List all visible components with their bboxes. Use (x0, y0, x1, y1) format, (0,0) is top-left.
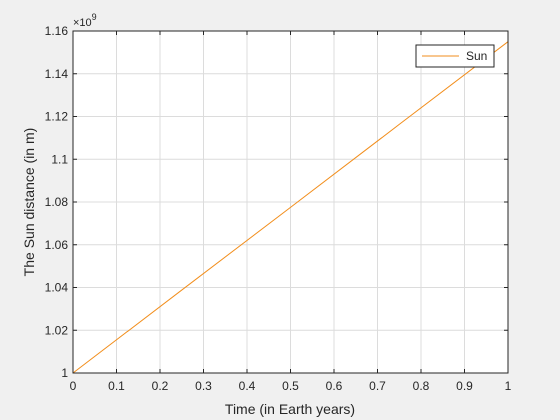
series-line-sun (72, 41, 509, 374)
ticks: 0 0.1 0.2 0.3 0.4 0.5 0.6 0.7 0.8 0.9 1 1 1.02 1.04 1.… (45, 24, 512, 393)
x-tick-label: 0.1 (108, 379, 125, 393)
y-tick-label: 1.1 (51, 152, 68, 166)
x-tick-label: 1 (505, 379, 512, 393)
x-tick-label: 0.4 (239, 379, 256, 393)
x-tick-label: 0.2 (152, 379, 169, 393)
series-layer (72, 41, 509, 374)
y-tick-label: 1 (61, 366, 68, 380)
x-axis-label: Time (in Earth years) (225, 401, 355, 417)
y-tick-label: 1.12 (45, 110, 69, 124)
y-exponent-power: 9 (92, 12, 97, 22)
x-tick-label: 0.9 (456, 379, 473, 393)
legend: Sun (415, 44, 495, 68)
x-tick-label: 0.7 (369, 379, 386, 393)
y-tick-label: 1.08 (45, 195, 69, 209)
y-exponent-label: ×109 (73, 12, 97, 29)
x-tick-label: 0.3 (195, 379, 212, 393)
x-tick-label: 0.5 (282, 379, 299, 393)
y-tick-label: 1.04 (45, 281, 69, 295)
y-tick-label: 1.14 (45, 67, 69, 81)
y-tick-label: 1.06 (45, 238, 69, 252)
y-axis-label: The Sun distance (in m) (21, 128, 37, 277)
y-exponent-base: ×10 (73, 17, 92, 29)
legend-label-sun: Sun (466, 49, 487, 63)
x-tick-label: 0 (70, 379, 77, 393)
x-tick-label: 0.8 (413, 379, 430, 393)
x-tick-label: 0.6 (326, 379, 343, 393)
y-tick-label: 1.16 (45, 24, 69, 38)
y-tick-label: 1.02 (45, 323, 69, 337)
